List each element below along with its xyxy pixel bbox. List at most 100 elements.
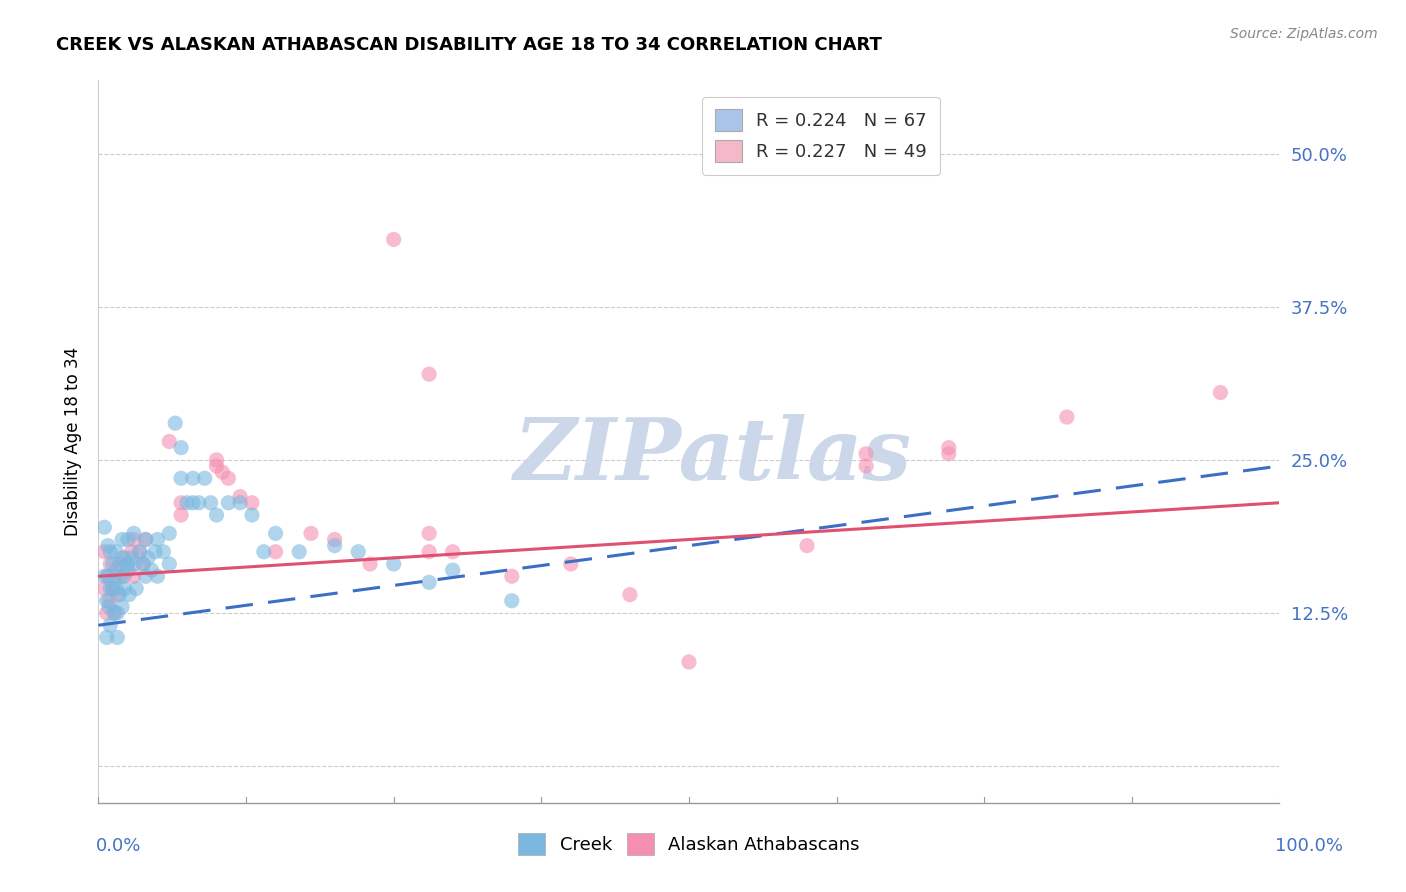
Point [678, 655, 700, 669]
Point [217, 496, 239, 510]
Point [118, 588, 141, 602]
Point [323, 533, 346, 547]
Point [253, 545, 276, 559]
Point [104, 606, 127, 620]
Point [117, 557, 139, 571]
Point [98, 618, 121, 632]
Point [229, 496, 252, 510]
Point [170, 471, 193, 485]
Point [382, 557, 405, 571]
Point [855, 458, 877, 473]
Point [128, 545, 150, 559]
Point [111, 599, 134, 614]
Point [125, 582, 148, 596]
Point [205, 508, 228, 522]
Point [98, 593, 121, 607]
Point [101, 557, 124, 571]
Point [97, 569, 120, 583]
Point [93, 520, 115, 534]
Point [299, 526, 322, 541]
Point [418, 545, 440, 559]
Point [103, 606, 125, 620]
Point [418, 526, 440, 541]
Point [170, 441, 193, 455]
Point [141, 563, 163, 577]
Point [938, 447, 960, 461]
Point [181, 471, 204, 485]
Point [240, 508, 263, 522]
Point [93, 582, 115, 596]
Point [98, 545, 121, 559]
Point [117, 533, 139, 547]
Point [101, 582, 124, 596]
Point [135, 533, 157, 547]
Text: 100.0%: 100.0% [1275, 837, 1343, 855]
Point [501, 593, 523, 607]
Point [165, 416, 187, 430]
Point [146, 533, 169, 547]
Point [96, 631, 118, 645]
Point [104, 569, 127, 583]
Point [132, 557, 155, 571]
Point [108, 588, 131, 602]
Point [264, 545, 287, 559]
Point [152, 545, 174, 559]
Point [347, 545, 370, 559]
Point [111, 533, 134, 547]
Point [796, 539, 818, 553]
Text: 0.0%: 0.0% [96, 837, 141, 855]
Point [112, 569, 135, 583]
Point [157, 434, 180, 449]
Point [117, 563, 139, 577]
Point [560, 557, 582, 571]
Point [382, 232, 405, 246]
Point [205, 458, 228, 473]
Point [105, 631, 128, 645]
Point [135, 533, 157, 547]
Point [229, 490, 252, 504]
Point [938, 441, 960, 455]
Point [105, 545, 128, 559]
Point [121, 550, 143, 565]
Point [101, 582, 124, 596]
Point [105, 606, 128, 620]
Point [96, 606, 118, 620]
Point [105, 582, 128, 596]
Point [122, 533, 145, 547]
Point [108, 557, 131, 571]
Point [176, 496, 198, 510]
Point [146, 569, 169, 583]
Point [1056, 410, 1078, 425]
Point [288, 545, 311, 559]
Point [200, 496, 222, 510]
Point [136, 550, 159, 565]
Point [98, 599, 121, 614]
Point [128, 545, 150, 559]
Point [143, 545, 166, 559]
Point [97, 539, 120, 553]
Point [157, 557, 180, 571]
Legend: Creek, Alaskan Athabascans: Creek, Alaskan Athabascans [512, 826, 866, 863]
Point [105, 563, 128, 577]
Point [170, 508, 193, 522]
Point [132, 557, 155, 571]
Point [181, 496, 204, 510]
Point [240, 496, 263, 510]
Point [441, 545, 464, 559]
Point [211, 465, 233, 479]
Point [323, 539, 346, 553]
Point [121, 545, 143, 559]
Point [217, 471, 239, 485]
Point [205, 453, 228, 467]
Point [115, 557, 138, 571]
Point [98, 582, 121, 596]
Point [112, 582, 135, 596]
Point [122, 526, 145, 541]
Point [111, 550, 134, 565]
Point [170, 496, 193, 510]
Point [93, 569, 115, 583]
Point [96, 593, 118, 607]
Point [855, 447, 877, 461]
Y-axis label: Disability Age 18 to 34: Disability Age 18 to 34 [65, 347, 83, 536]
Point [111, 569, 134, 583]
